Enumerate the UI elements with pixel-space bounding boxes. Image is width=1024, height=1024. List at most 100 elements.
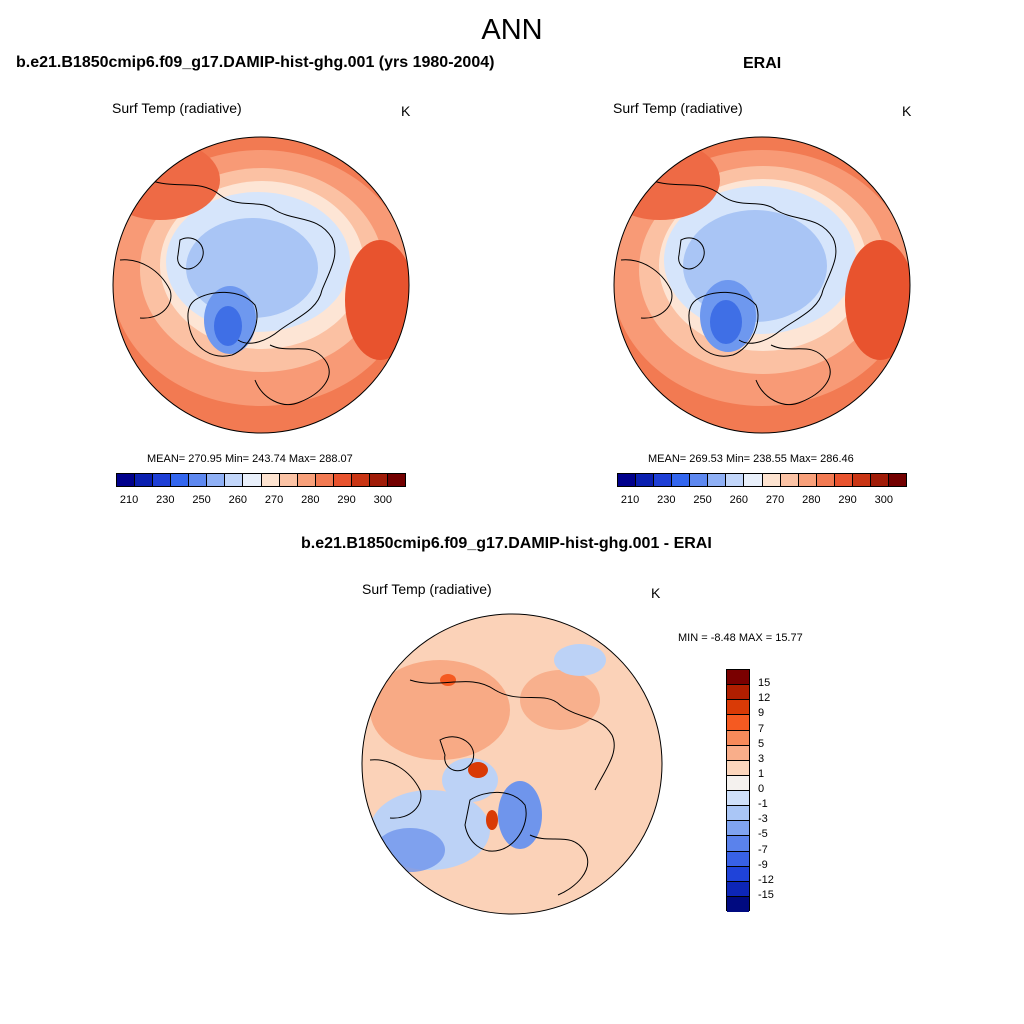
colorbar-tick-label: 280: [301, 494, 320, 506]
map-2-erai: [614, 137, 910, 433]
panel-3-title: b.e21.B1850cmip6.f09_g17.DAMIP-hist-ghg.…: [301, 535, 712, 552]
colorbar-swatch: [690, 474, 709, 486]
colorbar-swatch: [225, 474, 244, 486]
colorbar-tick-label: 210: [620, 494, 640, 506]
colorbar-tick-label: 250: [192, 494, 211, 506]
colorbar-swatch: [727, 670, 749, 686]
colorbar-swatch: [834, 474, 853, 486]
colorbar-level-label: -7: [758, 843, 768, 856]
colorbar-swatch: [762, 474, 781, 486]
colorbar-swatch: [726, 474, 745, 486]
colorbar-level-label: 15: [758, 677, 771, 690]
colorbar-level-label: 5: [758, 737, 765, 750]
colorbar-swatch: [135, 474, 154, 486]
panel-2-variable-label: Surf Temp (radiative): [613, 100, 743, 116]
colorbar-swatch: [672, 474, 691, 486]
colorbar-swatch: [816, 474, 835, 486]
colorbar-swatch: [189, 474, 208, 486]
panel-3-units: K: [651, 585, 661, 601]
colorbar-swatch: [798, 474, 817, 486]
colorbar-swatch: [297, 474, 316, 486]
colorbar-level-label: -12: [758, 873, 774, 886]
map-3-difference: [362, 614, 662, 914]
panel-2-units: K: [902, 103, 912, 119]
colorbar-swatch: [279, 474, 298, 486]
colorbar-level-label: -15: [758, 888, 774, 901]
panel-2-colorbar-ticks: 210 230 250 260 270 280 290 300: [617, 494, 907, 508]
colorbar-level-label: 12: [758, 692, 771, 705]
colorbar-swatch: [654, 474, 673, 486]
colorbar-level-label: 0: [758, 783, 765, 795]
colorbar-swatch: [153, 474, 172, 486]
colorbar-swatch: [117, 474, 136, 486]
panel-1-colorbar: [116, 473, 406, 487]
colorbar-swatch: [708, 474, 727, 486]
panel-1-title: b.e21.B1850cmip6.f09_g17.DAMIP-hist-ghg.…: [16, 54, 495, 71]
colorbar-swatch: [727, 730, 749, 746]
colorbar-tick-label: 260: [729, 494, 748, 506]
colorbar-swatch: [780, 474, 799, 486]
colorbar-tick-label: 290: [838, 494, 857, 506]
colorbar-swatch: [744, 474, 763, 486]
colorbar-swatch: [727, 851, 749, 867]
colorbar-swatch: [351, 474, 370, 486]
colorbar-tick-label: 280: [802, 494, 821, 506]
map-3-coastlines: [369, 679, 615, 896]
colorbar-swatch: [369, 474, 388, 486]
colorbar-tick-label: 290: [337, 494, 356, 506]
panel-1-colorbar-ticks: 210 230 250 260 270 280 290 300: [116, 494, 406, 508]
colorbar-tick-label: 300: [373, 494, 392, 506]
map-2-border: [613, 136, 911, 434]
colorbar-tick-label: 210: [119, 494, 139, 506]
panel-3-colorbar-labels: 15 12 9 7 5 3 1 0 -1 -3 -5 -7 -9 -12 -15: [756, 669, 796, 911]
colorbar-tick-label: 270: [765, 494, 785, 506]
colorbar-swatch: [333, 474, 352, 486]
colorbar-swatch: [636, 474, 655, 486]
colorbar-swatch: [870, 474, 889, 486]
map-2-coastlines: [620, 179, 837, 405]
colorbar-swatch: [171, 474, 190, 486]
colorbar-swatch: [727, 745, 749, 761]
colorbar-tick-label: 250: [693, 494, 712, 506]
main-title: ANN: [481, 14, 543, 46]
colorbar-tick-label: 300: [874, 494, 893, 506]
colorbar-swatch: [618, 474, 637, 486]
panel-2-colorbar: [617, 473, 907, 487]
colorbar-level-label: 3: [758, 752, 765, 765]
colorbar-tick-label: 230: [156, 494, 175, 506]
colorbar-swatch: [727, 760, 749, 776]
panel-3-stats: MIN = -8.48 MAX = 15.77: [678, 632, 803, 644]
panel-3-variable-label: Surf Temp (radiative): [362, 581, 492, 597]
colorbar-swatch: [727, 715, 749, 731]
colorbar-swatch: [727, 836, 749, 852]
colorbar-swatch: [315, 474, 334, 486]
map-1-border: [112, 136, 410, 434]
colorbar-swatch: [727, 791, 749, 807]
panel-3-colorbar: [726, 669, 750, 912]
colorbar-swatch: [727, 806, 749, 822]
colorbar-swatch: [727, 700, 749, 716]
colorbar-swatch: [852, 474, 871, 486]
colorbar-swatch: [387, 474, 405, 486]
colorbar-level-label: 9: [758, 707, 765, 720]
colorbar-tick-label: 230: [657, 494, 676, 506]
colorbar-swatch: [727, 866, 749, 882]
panel-1-stats: MEAN= 270.95 Min= 243.74 Max= 288.07: [147, 453, 353, 465]
colorbar-tick-label: 270: [264, 494, 284, 506]
colorbar-level-label: 7: [758, 722, 765, 735]
colorbar-level-label: 1: [758, 767, 765, 780]
map-1-coastlines: [119, 179, 336, 405]
colorbar-level-label: -3: [758, 813, 768, 826]
colorbar-swatch: [727, 881, 749, 897]
colorbar-swatch: [727, 685, 749, 701]
map-1-model: [113, 137, 409, 433]
colorbar-level-label: -5: [758, 828, 768, 841]
colorbar-swatch: [727, 821, 749, 837]
colorbar-tick-label: 260: [228, 494, 247, 506]
panel-2-stats: MEAN= 269.53 Min= 238.55 Max= 286.46: [648, 453, 854, 465]
panel-1-variable-label: Surf Temp (radiative): [112, 100, 242, 116]
colorbar-swatch: [243, 474, 262, 486]
colorbar-swatch: [727, 775, 749, 791]
colorbar-level-label: -9: [758, 858, 768, 871]
